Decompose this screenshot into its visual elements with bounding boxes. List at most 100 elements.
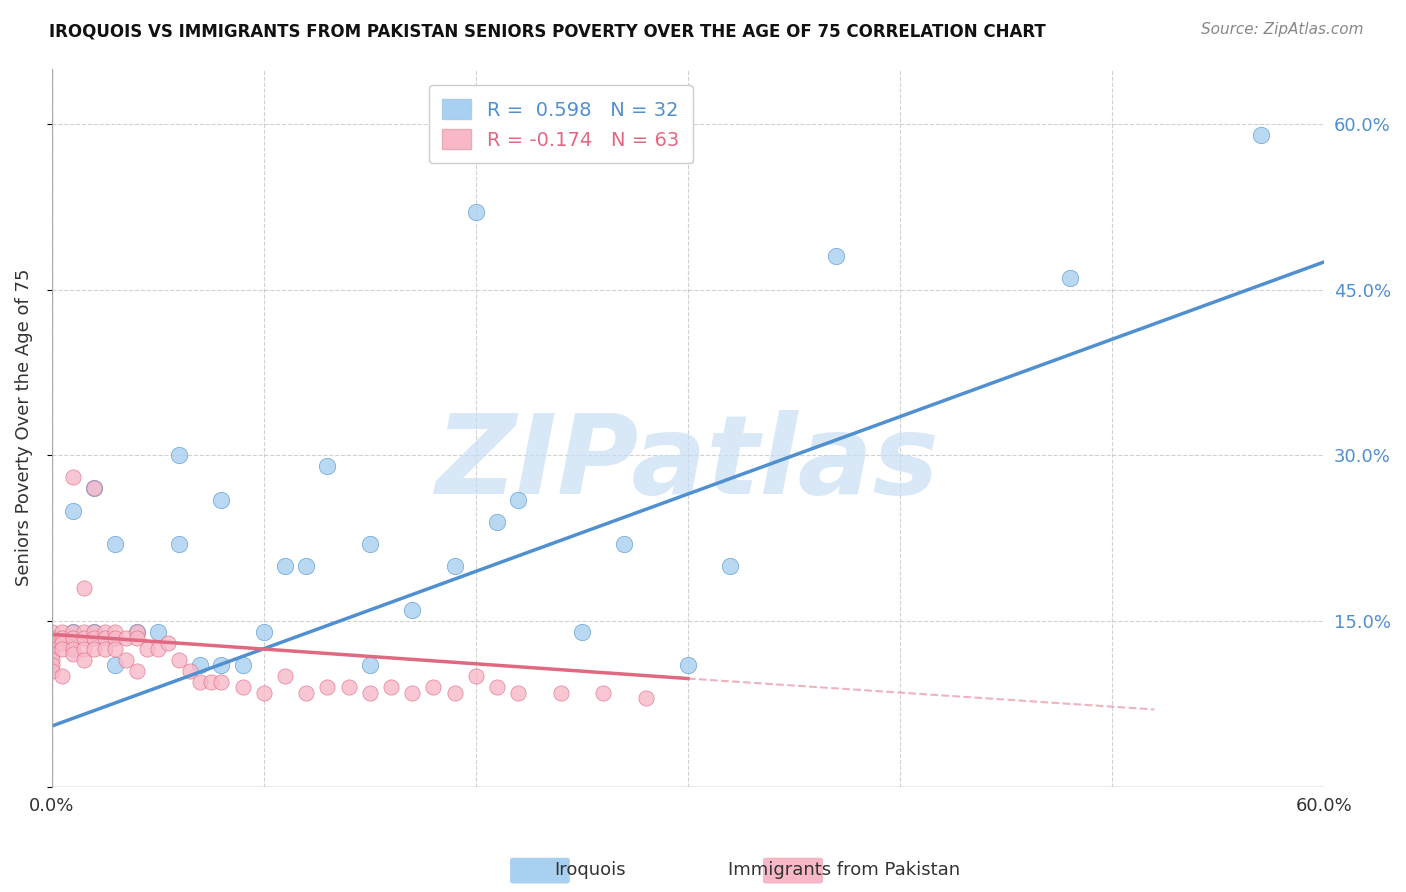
Point [104,641,127,656]
Point [486,681,509,695]
Point [72,641,94,656]
Point [316,681,339,695]
Point [188,658,211,673]
Point [125,625,148,640]
Point [94,625,117,640]
Point [62,631,84,645]
Point [51,631,73,645]
Point [125,625,148,640]
Point [51,669,73,683]
Point [167,653,190,667]
Point [125,631,148,645]
Point [232,681,254,695]
Point [613,537,636,551]
Point [634,691,657,706]
Point [83,625,105,640]
Point [51,636,73,650]
Point [295,686,318,700]
Legend: R =  0.598   N = 32, R = -0.174   N = 63: R = 0.598 N = 32, R = -0.174 N = 63 [429,86,693,163]
Point [41,664,63,678]
Point [676,658,699,673]
Point [94,641,117,656]
Point [718,558,741,573]
Point [359,686,381,700]
Point [41,641,63,656]
Point [62,625,84,640]
Point [62,470,84,484]
Point [115,653,138,667]
Point [1250,128,1272,142]
Point [209,674,232,689]
Point [508,686,530,700]
Point [83,482,105,496]
Point [72,631,94,645]
Point [167,537,190,551]
Point [104,537,127,551]
Text: Source: ZipAtlas.com: Source: ZipAtlas.com [1201,22,1364,37]
Point [188,674,211,689]
Point [41,658,63,673]
Point [274,558,297,573]
Point [1059,271,1081,285]
Point [232,658,254,673]
Point [401,603,423,617]
Point [571,625,593,640]
Point [422,681,444,695]
Point [253,686,276,700]
Point [94,631,117,645]
Point [825,249,848,263]
Point [41,625,63,640]
Point [253,625,276,640]
Point [200,674,222,689]
Point [337,681,360,695]
Point [380,681,402,695]
Point [41,653,63,667]
Text: IROQUOIS VS IMMIGRANTS FROM PAKISTAN SENIORS POVERTY OVER THE AGE OF 75 CORRELAT: IROQUOIS VS IMMIGRANTS FROM PAKISTAN SEN… [49,22,1046,40]
Point [167,448,190,462]
Point [72,581,94,595]
Point [550,686,572,700]
Point [83,625,105,640]
Point [316,459,339,474]
Point [359,537,381,551]
Point [146,625,169,640]
Point [136,641,159,656]
Point [104,625,127,640]
Point [62,641,84,656]
Point [443,686,465,700]
Point [62,503,84,517]
Point [104,631,127,645]
Point [359,658,381,673]
Point [179,664,201,678]
Point [209,658,232,673]
Text: ZIPatlas: ZIPatlas [436,410,939,517]
Y-axis label: Seniors Poverty Over the Age of 75: Seniors Poverty Over the Age of 75 [15,268,32,586]
Point [51,641,73,656]
Point [115,631,138,645]
Point [486,515,509,529]
Point [62,625,84,640]
Point [83,631,105,645]
Point [274,669,297,683]
Point [443,558,465,573]
Point [464,205,486,219]
Point [157,636,180,650]
Point [401,686,423,700]
Point [295,558,318,573]
Point [464,669,486,683]
Point [62,647,84,661]
Point [41,647,63,661]
Text: Iroquois: Iroquois [555,861,626,879]
Point [83,482,105,496]
Point [104,658,127,673]
Point [83,641,105,656]
Point [508,492,530,507]
Point [41,631,63,645]
Point [51,625,73,640]
Point [72,653,94,667]
Point [592,686,614,700]
Point [41,636,63,650]
Point [72,625,94,640]
Point [209,492,232,507]
Point [125,664,148,678]
